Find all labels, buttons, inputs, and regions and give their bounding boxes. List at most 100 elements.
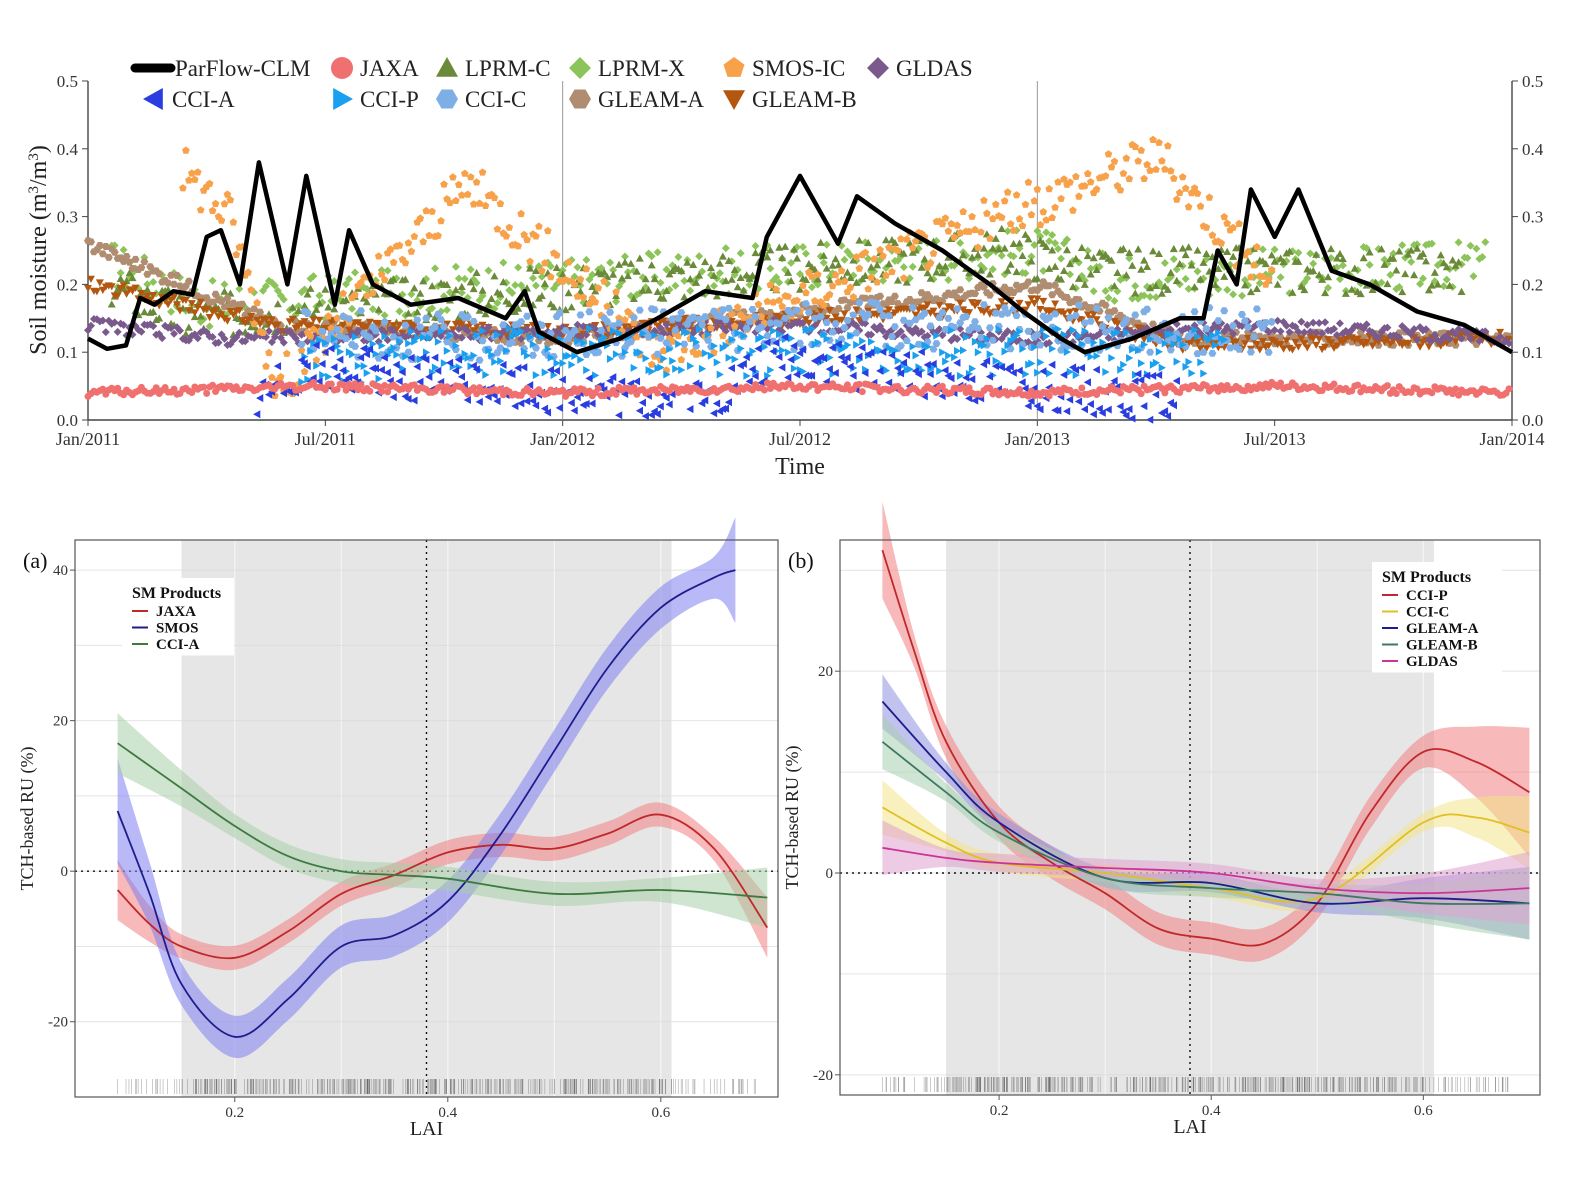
data-point <box>665 327 674 335</box>
data-point <box>1424 343 1433 351</box>
data-point <box>532 371 540 380</box>
data-point <box>727 275 736 283</box>
data-point <box>656 324 665 333</box>
data-point <box>834 305 843 312</box>
data-point <box>847 331 855 340</box>
data-point <box>828 318 837 326</box>
data-point <box>440 359 448 368</box>
data-point <box>1101 172 1110 180</box>
data-point <box>315 316 324 324</box>
data-point <box>1140 340 1149 349</box>
data-point <box>730 265 739 274</box>
data-point <box>173 272 181 279</box>
data-point <box>763 338 771 347</box>
data-point <box>944 315 953 322</box>
data-point <box>1078 339 1086 348</box>
data-point <box>345 275 354 284</box>
data-point <box>582 351 591 358</box>
data-point <box>1033 295 1042 303</box>
data-point <box>1048 360 1056 369</box>
data-point <box>974 250 982 259</box>
data-point <box>202 305 211 313</box>
data-point <box>217 216 226 224</box>
data-point <box>472 278 481 287</box>
data-point <box>1086 270 1095 278</box>
data-point <box>1448 256 1457 264</box>
data-point <box>469 361 477 370</box>
data-point <box>1033 227 1042 236</box>
data-point <box>509 332 517 341</box>
data-point <box>253 298 261 307</box>
data-point <box>988 336 997 344</box>
data-point <box>1033 185 1042 193</box>
data-point <box>1496 332 1505 341</box>
data-point <box>1163 285 1172 293</box>
data-point <box>677 309 686 316</box>
data-point <box>365 318 374 326</box>
data-point <box>1297 335 1306 343</box>
data-point <box>1012 312 1021 320</box>
data-point <box>312 356 321 364</box>
data-point <box>455 180 463 188</box>
panel-frame <box>74 539 779 1098</box>
data-point <box>1051 203 1059 211</box>
data-point <box>378 388 386 396</box>
data-point <box>997 310 1006 318</box>
data-point <box>321 386 329 394</box>
data-point <box>457 372 465 381</box>
data-point <box>493 397 501 406</box>
data-point <box>110 248 119 256</box>
data-point <box>1347 285 1356 293</box>
data-point <box>1202 345 1211 353</box>
data-point <box>1173 195 1181 203</box>
series-smos-ic-points <box>179 135 1276 399</box>
data-point <box>968 375 976 384</box>
data-point <box>303 310 312 318</box>
data-point <box>621 315 629 324</box>
data-point <box>1098 322 1107 330</box>
data-point <box>408 327 416 336</box>
data-point <box>1199 348 1208 356</box>
data-point <box>728 335 736 344</box>
data-point <box>1119 169 1128 177</box>
data-point <box>733 303 742 311</box>
data-point <box>389 333 398 341</box>
data-point <box>481 310 490 318</box>
data-point <box>359 294 368 302</box>
data-point <box>908 244 917 252</box>
data-point <box>313 361 321 370</box>
legend-label: GLEAM-B <box>752 87 857 112</box>
data-point <box>1031 343 1039 352</box>
data-point <box>1463 253 1472 262</box>
data-point <box>443 346 451 355</box>
data-point <box>1069 206 1077 214</box>
data-point <box>1178 173 1187 181</box>
data-point <box>395 321 404 329</box>
data-point <box>1074 296 1083 304</box>
data-point <box>953 294 962 302</box>
data-point <box>1149 320 1157 328</box>
data-point <box>885 306 893 314</box>
data-point <box>917 327 926 336</box>
data-point <box>464 353 472 362</box>
data-point <box>709 281 718 290</box>
data-point <box>339 289 347 297</box>
data-point <box>496 385 504 393</box>
data-point <box>938 382 946 390</box>
data-point <box>460 380 468 389</box>
data-point <box>1027 210 1036 218</box>
legend-label: JAXA <box>156 604 196 620</box>
data-point <box>457 288 466 297</box>
data-point <box>457 321 466 329</box>
data-point <box>687 361 695 370</box>
data-point <box>1445 281 1454 289</box>
data-point <box>977 228 985 236</box>
data-point <box>428 282 437 290</box>
data-point <box>926 259 935 267</box>
data-point <box>1185 357 1193 366</box>
data-point <box>413 308 422 316</box>
data-point <box>926 322 935 330</box>
data-point <box>101 328 110 337</box>
data-point <box>819 251 828 259</box>
data-point <box>730 322 739 330</box>
